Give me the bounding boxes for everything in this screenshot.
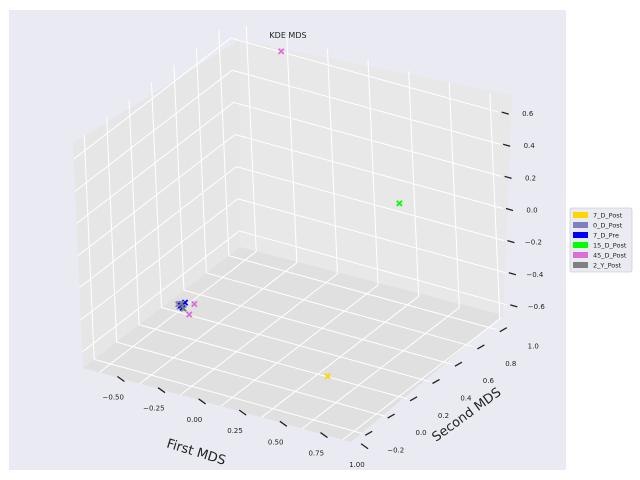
y-tick-label: 0.4 bbox=[460, 395, 472, 403]
x-tick-label: 0.25 bbox=[227, 427, 243, 435]
x-tick-label: 0.00 bbox=[187, 416, 203, 424]
legend-label: 15_D_Post bbox=[593, 242, 627, 250]
y-tick-label: 1.0 bbox=[528, 343, 539, 351]
y-tick-label: 0.2 bbox=[438, 412, 449, 420]
legend-swatch bbox=[573, 212, 588, 218]
x-tick-label: 0.75 bbox=[308, 450, 324, 458]
z-tick-label: 0.2 bbox=[525, 174, 536, 182]
legend-swatch bbox=[573, 242, 588, 248]
z-tick-label: −0.4 bbox=[526, 271, 544, 279]
legend-swatch bbox=[573, 252, 588, 258]
legend-label: 45_D_Post bbox=[593, 252, 627, 260]
legend: 7_D_Post 0_D_Post 7_D_Pre 15_D_Post 45_D_Pos… bbox=[570, 208, 632, 272]
legend-label: 2_Y_Post bbox=[593, 262, 622, 270]
legend-swatch bbox=[573, 222, 588, 228]
z-tick-label: 0.0 bbox=[526, 207, 537, 215]
z-tick-label: −0.2 bbox=[525, 239, 542, 247]
y-tick-label: 0.6 bbox=[483, 377, 495, 385]
legend-swatch bbox=[573, 232, 588, 238]
x-tick-label: −0.25 bbox=[143, 405, 164, 413]
z-tick-label: 0.6 bbox=[522, 110, 534, 118]
y-tick-label: 0.8 bbox=[505, 360, 516, 368]
x-tick-label: −0.50 bbox=[103, 393, 124, 401]
z-tick-label: −0.6 bbox=[528, 303, 546, 311]
legend-swatch bbox=[573, 262, 588, 268]
legend-label: 7_D_Pre bbox=[593, 232, 619, 240]
chart-title: KDE MDS bbox=[269, 31, 306, 40]
x-tick-label: 0.50 bbox=[268, 438, 284, 446]
y-tick-label: 0.0 bbox=[416, 429, 427, 437]
legend-label: 0_D_Post bbox=[593, 222, 623, 230]
z-tick-label: 0.4 bbox=[524, 142, 536, 150]
x-tick-label: 1.00 bbox=[349, 461, 365, 469]
y-tick-label: −0.2 bbox=[387, 446, 404, 454]
legend-label: 7_D_Post bbox=[593, 212, 623, 220]
